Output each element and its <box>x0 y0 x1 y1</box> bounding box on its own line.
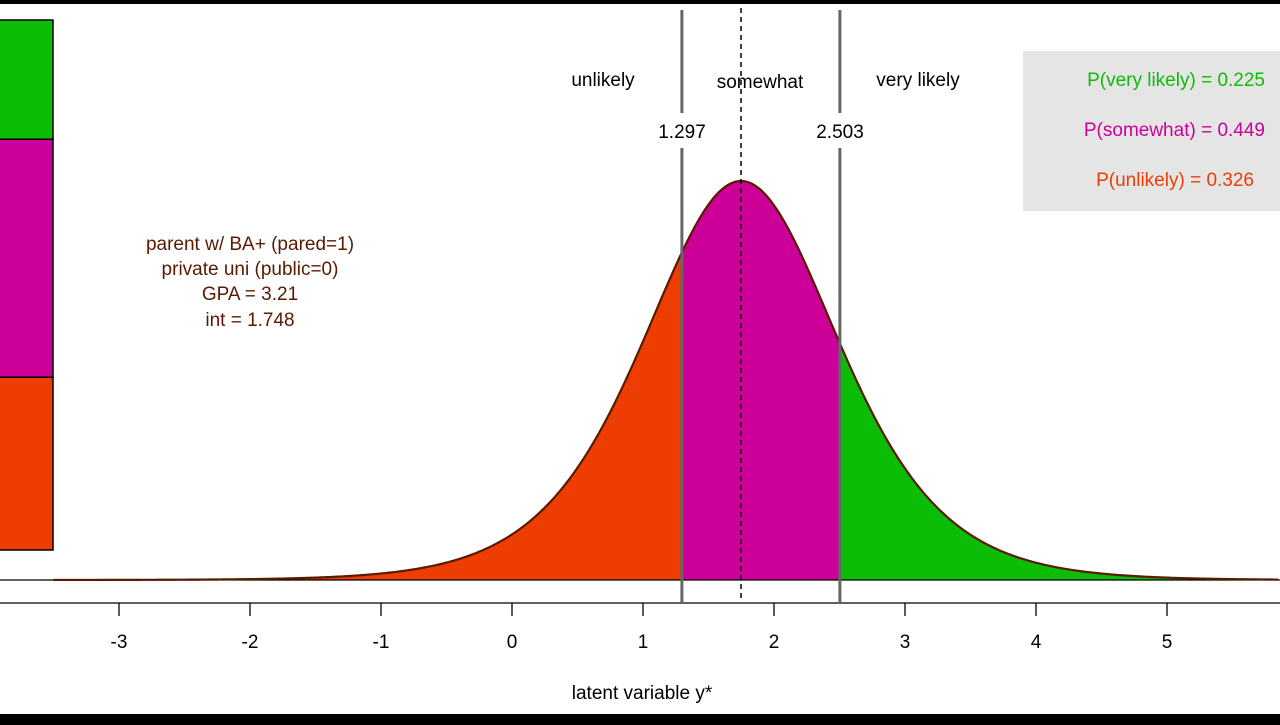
annotation-line-3: GPA = 3.21 <box>202 284 298 305</box>
probability-legend-box <box>1023 51 1280 211</box>
density-regions <box>53 181 1279 581</box>
cutpoint-label-1: 1.297 <box>658 122 706 143</box>
stack-bar-segment-very-likely <box>0 19 54 140</box>
bottom-border <box>0 714 1280 720</box>
top-border <box>0 0 1280 4</box>
x-tick-label: -1 <box>373 632 390 653</box>
x-axis-label: latent variable y* <box>572 683 713 704</box>
x-tick-label: -3 <box>111 632 128 653</box>
x-tick-label: 3 <box>900 632 911 653</box>
x-tick-label: 4 <box>1031 632 1042 653</box>
cutpoint-lines <box>680 8 842 602</box>
x-tick-label: 1 <box>638 632 649 653</box>
cutpoint-label-2: 2.503 <box>816 122 864 143</box>
x-tick-label: 2 <box>769 632 780 653</box>
x-axis-ticks: -3 -2 -1 0 1 2 3 4 5 <box>111 603 1173 653</box>
density-curve-layer <box>53 179 1279 582</box>
annotation-line-2: private uni (public=0) <box>162 259 339 280</box>
region-label-somewhat: somewhat <box>717 72 804 93</box>
stack-bar-segment-somewhat <box>0 138 54 378</box>
annotation-line-1: parent w/ BA+ (pared=1) <box>146 234 354 255</box>
probability-very-likely: P(very likely) = 0.225 <box>1087 70 1265 91</box>
region-unlikely <box>53 252 682 581</box>
x-tick-label: -2 <box>242 632 259 653</box>
annotation-line-4: int = 1.748 <box>205 310 294 331</box>
region-label-very-likely: very likely <box>876 70 960 91</box>
probability-unlikely: P(unlikely) = 0.326 <box>1096 170 1254 191</box>
region-label-unlikely: unlikely <box>571 70 635 91</box>
probability-stack-bar <box>0 19 54 551</box>
x-tick-label: 0 <box>507 632 518 653</box>
region-somewhat <box>681 181 840 580</box>
region-very-likely <box>839 343 1279 580</box>
probability-somewhat: P(somewhat) = 0.449 <box>1084 120 1265 141</box>
x-tick-label: 5 <box>1162 632 1173 653</box>
density-curve <box>53 179 1279 582</box>
stack-bar-segment-unlikely <box>0 376 54 551</box>
